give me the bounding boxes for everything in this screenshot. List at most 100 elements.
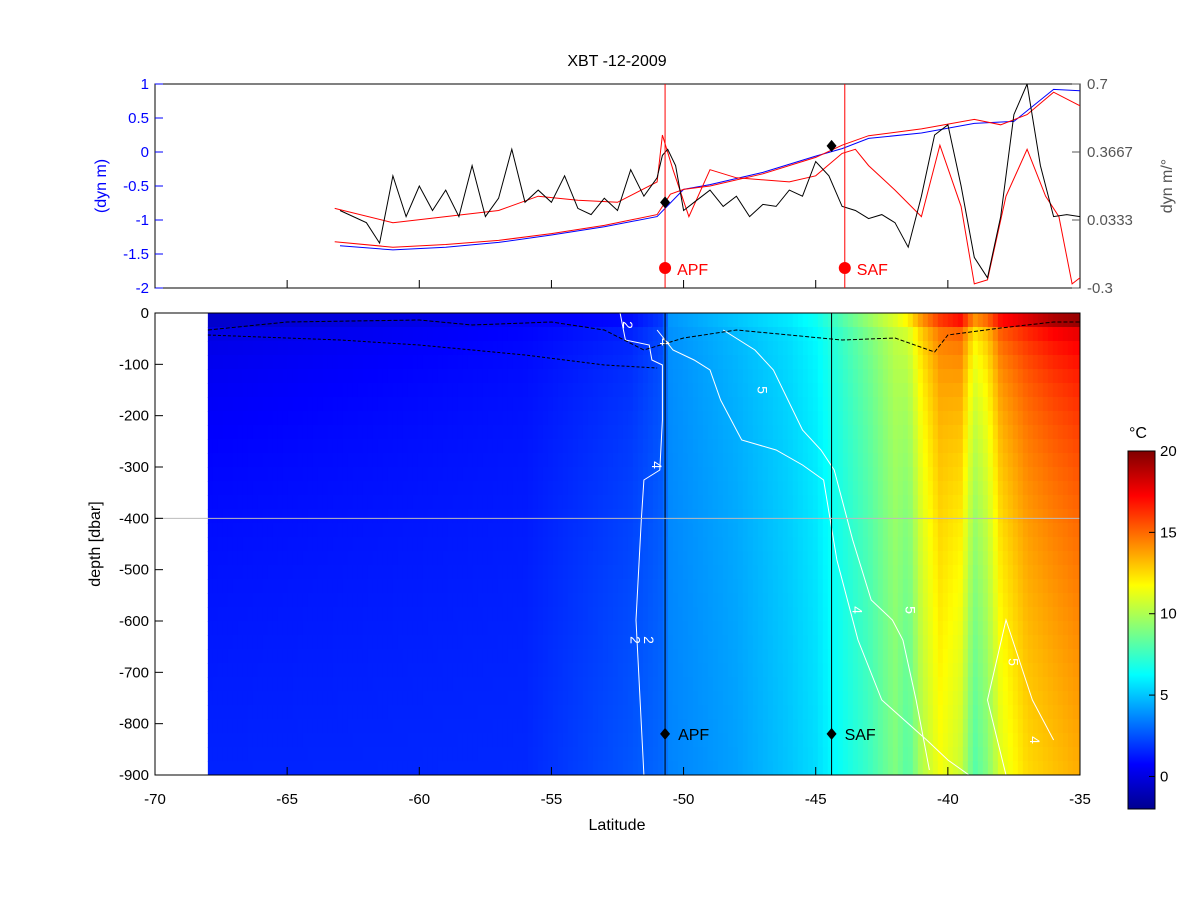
heat-cell (553, 579, 559, 594)
heat-cell (413, 481, 419, 496)
heat-cell (593, 313, 599, 328)
heat-cell (868, 425, 874, 440)
heat-cell (508, 383, 514, 398)
heat-cell (753, 425, 759, 440)
heat-cell (503, 733, 509, 748)
heat-cell (383, 635, 389, 650)
heat-cell (648, 551, 654, 566)
heat-cell (428, 523, 434, 538)
heat-cell (443, 383, 449, 398)
heat-cell (953, 439, 959, 454)
heat-cell (463, 411, 469, 426)
heat-cell (453, 369, 459, 384)
heat-cell (533, 551, 539, 566)
heat-cell (893, 313, 899, 328)
heat-cell (418, 607, 424, 622)
heat-cell (793, 663, 799, 678)
heat-cell (218, 467, 224, 482)
heat-cell (243, 523, 249, 538)
heat-cell (923, 705, 929, 720)
heat-cell (743, 411, 749, 426)
heat-cell (333, 355, 339, 370)
heat-cell (483, 761, 489, 776)
heat-cell (503, 649, 509, 664)
heat-cell (938, 761, 944, 776)
heat-cell (223, 607, 229, 622)
heat-cell (858, 313, 864, 328)
heat-cell (698, 691, 704, 706)
heat-cell (478, 397, 484, 412)
heat-cell (388, 369, 394, 384)
heat-cell (388, 691, 394, 706)
heat-cell (283, 425, 289, 440)
heat-cell (353, 383, 359, 398)
heat-cell (533, 635, 539, 650)
heat-cell (293, 383, 299, 398)
heat-cell (688, 327, 694, 342)
heat-cell (523, 565, 529, 580)
heat-cell (543, 691, 549, 706)
heat-cell (483, 369, 489, 384)
heat-cell (558, 509, 564, 524)
heat-cell (418, 593, 424, 608)
heat-cell (693, 621, 699, 636)
heat-cell (283, 607, 289, 622)
heat-cell (923, 369, 929, 384)
heat-cell (343, 621, 349, 636)
heat-cell (888, 439, 894, 454)
heat-cell (953, 523, 959, 538)
heat-cell (853, 495, 859, 510)
heat-cell (803, 677, 809, 692)
heat-cell (693, 551, 699, 566)
heat-cell (633, 565, 639, 580)
heat-cell (548, 369, 554, 384)
heat-cell (708, 425, 714, 440)
heat-cell (498, 453, 504, 468)
heat-cell (793, 397, 799, 412)
heat-cell (768, 635, 774, 650)
heat-cell (303, 369, 309, 384)
heat-cell (893, 719, 899, 734)
heat-cell (318, 649, 324, 664)
heat-cell (593, 495, 599, 510)
heat-cell (353, 705, 359, 720)
heat-cell (723, 565, 729, 580)
heat-cell (833, 313, 839, 328)
heat-cell (243, 327, 249, 342)
heat-cell (803, 425, 809, 440)
heat-cell (878, 439, 884, 454)
heat-cell (578, 509, 584, 524)
heat-cell (488, 747, 494, 762)
heat-cell (248, 453, 254, 468)
heat-cell (758, 565, 764, 580)
heat-cell (333, 509, 339, 524)
heat-cell (938, 495, 944, 510)
heat-cell (833, 439, 839, 454)
heat-cell (603, 453, 609, 468)
heat-cell (508, 747, 514, 762)
heat-cell (733, 719, 739, 734)
heat-cell (538, 621, 544, 636)
heat-cell (893, 761, 899, 776)
heat-cell (373, 495, 379, 510)
heat-cell (608, 761, 614, 776)
heat-cell (688, 425, 694, 440)
heat-cell (313, 509, 319, 524)
heat-cell (293, 761, 299, 776)
heat-cell (778, 747, 784, 762)
heat-cell (238, 565, 244, 580)
heat-cell (933, 761, 939, 776)
heat-cell (623, 607, 629, 622)
heat-cell (768, 495, 774, 510)
heat-cell (348, 691, 354, 706)
heat-cell (408, 747, 414, 762)
heat-cell (468, 481, 474, 496)
heat-cell (698, 537, 704, 552)
heat-cell (838, 355, 844, 370)
heat-cell (838, 747, 844, 762)
heat-cell (908, 495, 914, 510)
heat-cell (553, 719, 559, 734)
heat-cell (878, 313, 884, 328)
heat-cell (898, 537, 904, 552)
heat-cell (228, 467, 234, 482)
